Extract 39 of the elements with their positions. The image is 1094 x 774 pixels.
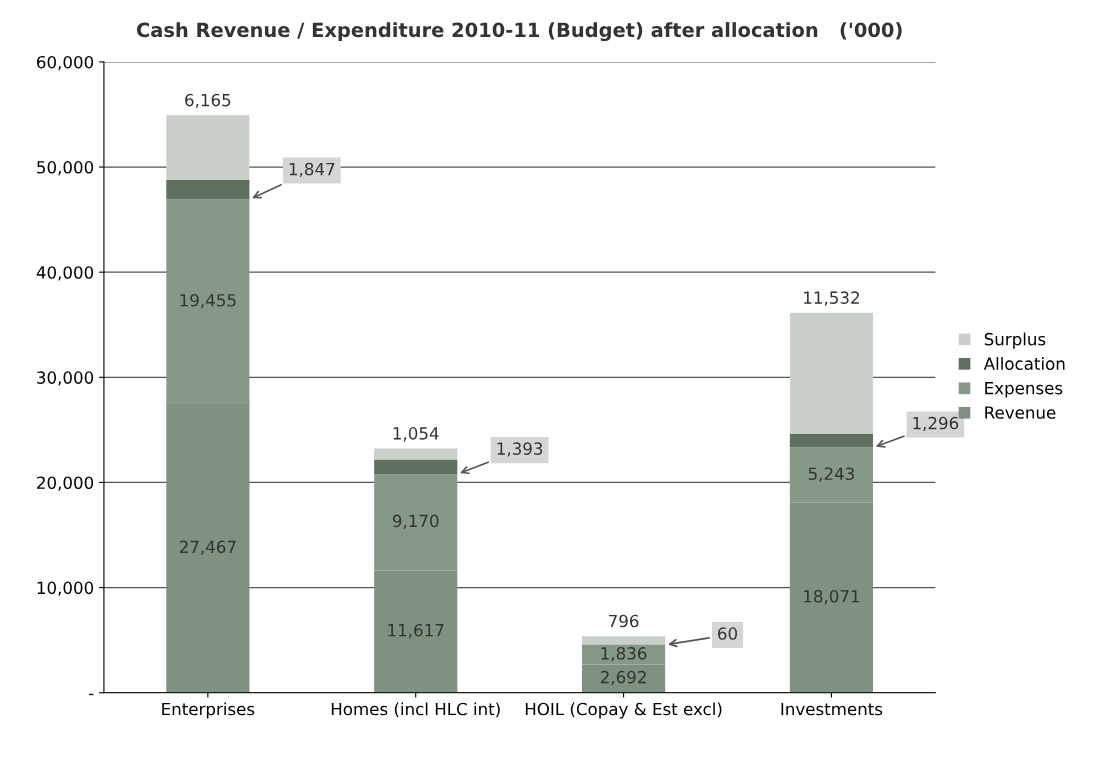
data-label: 1,836 (601, 647, 647, 662)
legend-label: Surplus (984, 332, 1046, 349)
y-tick-label: - (89, 693, 94, 696)
x-tick-label: Homes (incl HLC int) (331, 702, 500, 718)
y-tick-label: 40,000 (36, 266, 94, 281)
data-label: 796 (609, 614, 639, 628)
data-label: 2,692 (600, 670, 646, 686)
y-tick-label: 50,000 (37, 161, 94, 176)
data-label: 6,165 (185, 93, 231, 109)
y-tick-label: 10,000 (37, 581, 94, 596)
legend-label: Expenses (985, 382, 1063, 398)
data-label: 1,296 (913, 416, 959, 432)
bar (166, 115, 250, 180)
y-tick-label: 30,000 (37, 371, 94, 386)
x-tick-label: Investments (781, 702, 883, 716)
data-label: 18,071 (804, 589, 860, 605)
bar (374, 448, 458, 460)
data-label: 60 (718, 627, 738, 640)
x-tick-label: HOIL (Copay & Est excl) (525, 702, 722, 719)
bar (166, 180, 250, 200)
legend-label: Revenue (985, 406, 1056, 419)
bar (789, 312, 874, 434)
data-label: 1,054 (393, 427, 439, 442)
data-label: 5,243 (808, 467, 854, 482)
x-tick-label: Enterprises (162, 702, 255, 719)
chart-title: Cash Revenue / Expenditure 2010-11 (Budget) after allocation ('000) (136, 22, 902, 42)
bar (582, 636, 666, 645)
y-tick-label: 60,000 (37, 55, 94, 71)
data-label: 19,455 (180, 293, 236, 309)
data-label: 1,847 (289, 162, 335, 178)
bar (789, 433, 874, 448)
y-tick-label: 20,000 (37, 476, 94, 491)
data-label: 11,532 (804, 291, 859, 306)
data-label: 9,170 (392, 514, 439, 529)
data-label: 27,467 (179, 540, 236, 555)
data-label: 11,617 (388, 623, 444, 639)
legend-label: Allocation (983, 357, 1065, 370)
data-label: 1,393 (497, 442, 543, 457)
bar (374, 459, 458, 475)
